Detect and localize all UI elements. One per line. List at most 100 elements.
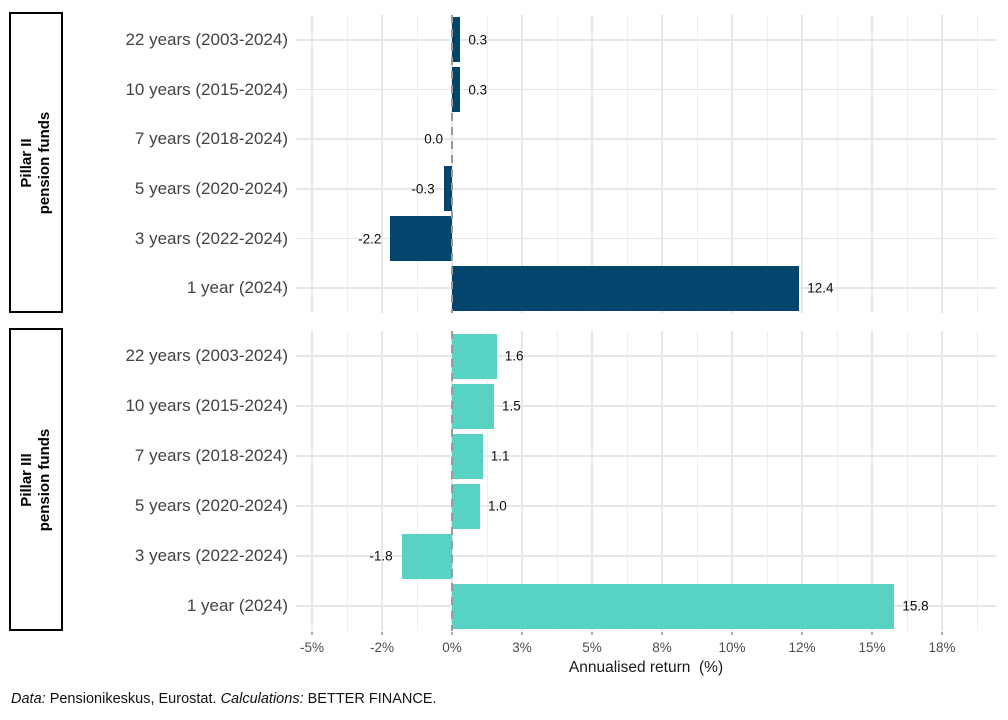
- gridline-minor: [486, 331, 488, 631]
- gridline-major: [521, 15, 523, 313]
- bar-value-label: 1.5: [502, 398, 521, 414]
- x-axis-tick-mark: [941, 632, 943, 635]
- gridline-horizontal: [296, 138, 996, 140]
- x-axis-tick-mark: [871, 632, 873, 635]
- gridline-minor: [556, 15, 558, 313]
- bar: [452, 333, 497, 379]
- category-label: 7 years (2018-2024): [134, 129, 288, 149]
- facet-panel: 1.6 1.5 1.1 1.0 -1.8 15.8: [296, 331, 996, 631]
- bar: [452, 483, 480, 529]
- gridline-minor: [836, 15, 838, 313]
- x-axis-tick-mark: [801, 632, 803, 635]
- bar: [443, 166, 452, 212]
- x-axis-tick-label: 3%: [512, 640, 532, 655]
- gridline-minor: [696, 331, 698, 631]
- gridline-minor: [346, 15, 348, 313]
- x-axis-tick-label: 15%: [858, 640, 886, 655]
- gridline-horizontal: [296, 455, 996, 457]
- chart-caption: Data: Pensionikeskus, Eurostat. Calculat…: [11, 690, 437, 708]
- gridline-major: [871, 15, 873, 313]
- facet-strip-label: Pillar III pension funds: [18, 428, 53, 531]
- bar-value-label: 12.4: [807, 280, 834, 296]
- bar-value-label: 0.3: [468, 82, 488, 97]
- gridline-major: [941, 331, 943, 631]
- bar-value-label: -1.8: [369, 548, 393, 564]
- category-label: 1 year (2024): [186, 278, 288, 298]
- gridline-major: [521, 331, 523, 631]
- category-label: 10 years (2015-2024): [125, 79, 288, 99]
- gridline-major: [801, 15, 803, 313]
- gridline-horizontal: [296, 505, 996, 507]
- x-axis-tick-label: 18%: [928, 640, 956, 655]
- bar-value-label: 15.8: [902, 598, 929, 614]
- gridline-major: [661, 15, 663, 313]
- bar: [452, 583, 895, 629]
- gridline-major: [661, 331, 663, 631]
- gridline-major: [591, 331, 593, 631]
- facet-strip-label: Pillar II pension funds: [18, 111, 53, 214]
- gridline-minor: [696, 15, 698, 313]
- x-axis-tick-mark: [451, 632, 453, 635]
- bar: [390, 216, 452, 261]
- gridline-major: [731, 331, 733, 631]
- x-axis-title: Annualised return (%): [568, 659, 724, 676]
- gridline-major: [731, 15, 733, 313]
- x-axis-tick-mark: [591, 632, 593, 635]
- x-axis-tick-label: 5%: [582, 640, 602, 655]
- caption-part: Pensionikeskus, Eurostat.: [45, 691, 221, 707]
- bar: [452, 17, 461, 63]
- x-axis-tick-label: 8%: [652, 640, 672, 655]
- gridline-horizontal: [296, 188, 996, 190]
- gridline-major: [941, 15, 943, 313]
- facet-panel: 0.3 0.3 0.0 -0.3 -2.2 12.4: [296, 15, 996, 313]
- x-axis-tick-label: -5%: [299, 640, 325, 655]
- caption-italic-part: Calculations:: [220, 691, 304, 707]
- gridline-major: [591, 15, 593, 313]
- gridline-minor: [626, 15, 628, 313]
- gridline-minor: [906, 15, 908, 313]
- gridline-minor: [556, 331, 558, 631]
- caption-italic-part: Data:: [11, 691, 46, 707]
- facet-strip-box: Pillar II pension funds: [9, 12, 63, 313]
- gridline-major: [381, 15, 383, 313]
- gridline-minor: [626, 331, 628, 631]
- category-label: 5 years (2020-2024): [134, 178, 288, 198]
- bar: [452, 67, 461, 112]
- x-axis-tick-label: 0%: [442, 640, 462, 655]
- gridline-minor: [976, 331, 978, 631]
- category-label: 5 years (2020-2024): [134, 496, 288, 515]
- gridline-horizontal: [296, 355, 996, 357]
- bar-value-label: -0.3: [411, 181, 435, 197]
- bar-value-label: -2.2: [358, 231, 382, 246]
- category-label: 7 years (2018-2024): [134, 446, 288, 465]
- gridline-minor: [416, 15, 418, 313]
- bar-value-label: 1.6: [504, 348, 524, 364]
- bar: [401, 533, 452, 579]
- x-axis-tick-mark: [311, 632, 313, 635]
- gridline-horizontal: [296, 405, 996, 407]
- bar-value-label: 1.1: [490, 448, 510, 464]
- x-axis-tick-label: 10%: [718, 640, 746, 655]
- gridline-horizontal: [296, 237, 996, 240]
- gridline-major: [311, 331, 313, 631]
- gridline-major: [311, 15, 313, 313]
- gridline-minor: [766, 331, 768, 631]
- facet-strip-box: Pillar III pension funds: [9, 328, 63, 631]
- gridline-horizontal: [296, 555, 996, 557]
- zero-reference-line: [450, 331, 454, 631]
- bar-value-label: 1.0: [488, 498, 507, 514]
- category-label: 22 years (2003-2024): [125, 29, 288, 49]
- category-label: 22 years (2003-2024): [125, 346, 288, 365]
- gridline-minor: [976, 15, 978, 313]
- category-label: 3 years (2022-2024): [134, 228, 288, 248]
- gridline-major: [871, 331, 873, 631]
- x-axis-tick-label: 12%: [788, 640, 816, 655]
- gridline-minor: [346, 331, 348, 631]
- gridline-major: [381, 331, 383, 631]
- bar-value-label: 0.0: [424, 131, 443, 147]
- gridline-minor: [766, 15, 768, 313]
- bar: [452, 383, 494, 429]
- gridline-horizontal: [296, 88, 996, 91]
- x-axis-tick-mark: [731, 632, 733, 635]
